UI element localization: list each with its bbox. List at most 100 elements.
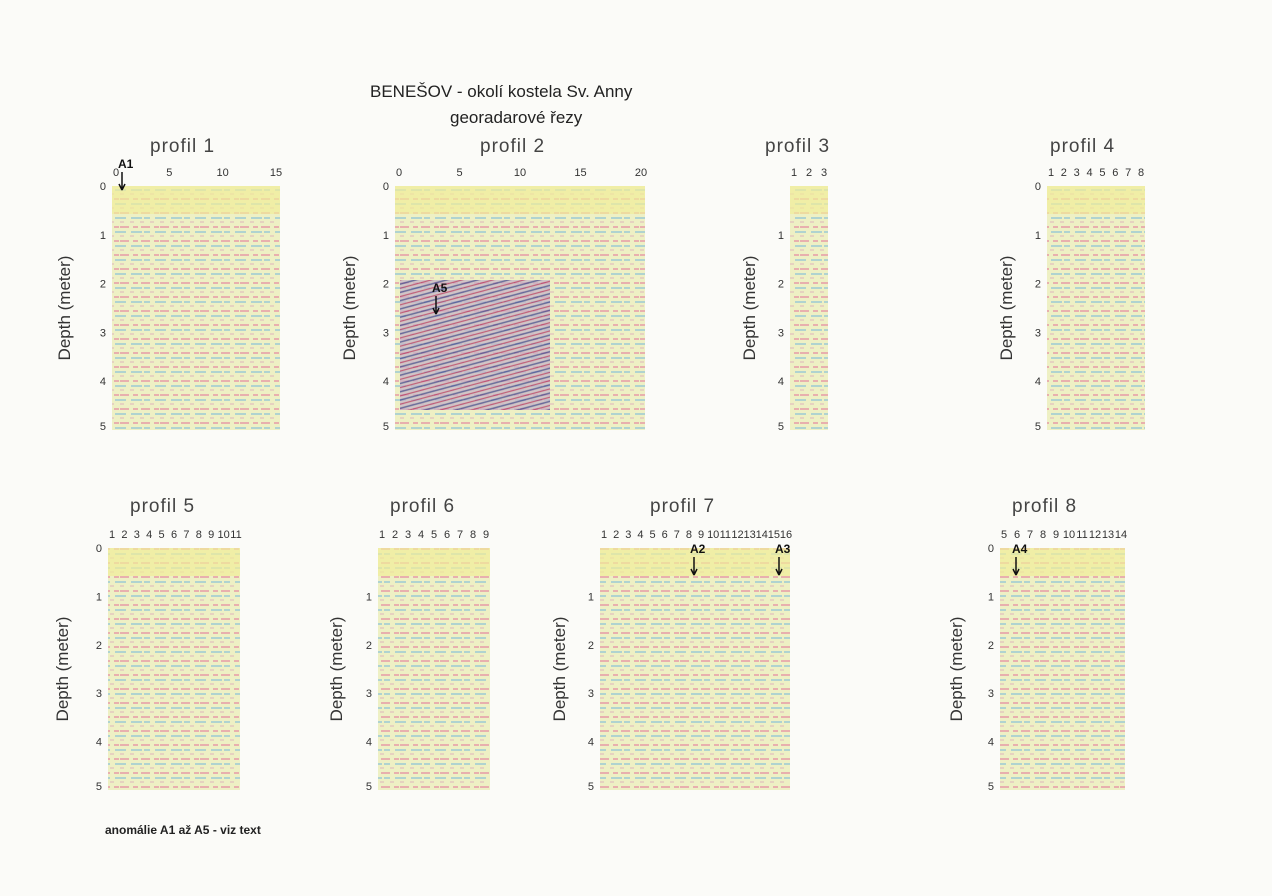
near-surface-band <box>1047 186 1145 214</box>
y-tick-label: 3 <box>1035 327 1041 339</box>
footer-note: anomálie A1 až A5 - viz text <box>105 823 261 837</box>
y-axis-label: Depth (meter) <box>740 256 759 361</box>
y-tick-label: 2 <box>96 640 102 652</box>
x-tick-label: 9 <box>208 529 214 541</box>
x-tick-label: 14 <box>756 529 768 541</box>
x-tick-label: 5 <box>1099 167 1105 179</box>
y-tick-label: 5 <box>96 781 102 793</box>
x-tick-label: 4 <box>146 529 152 541</box>
radargram <box>1047 186 1145 430</box>
x-tick-label: 8 <box>196 529 202 541</box>
x-tick-label: 7 <box>674 529 680 541</box>
panel-title: profil 1 <box>150 136 215 157</box>
y-tick-label: 3 <box>778 327 784 339</box>
x-tick-label: 3 <box>821 167 827 179</box>
x-tick-label: 6 <box>1014 529 1020 541</box>
y-tick-label: 4 <box>366 737 372 749</box>
panel-title: profil 4 <box>1050 136 1115 157</box>
x-tick-label: 1 <box>109 529 115 541</box>
x-tick-label: 15 <box>270 167 282 179</box>
x-tick-label: 5 <box>159 529 165 541</box>
x-tick-label: 11 <box>720 529 731 541</box>
y-tick-label: 4 <box>96 737 102 749</box>
y-tick-label: 2 <box>100 279 106 291</box>
x-tick-label: 2 <box>613 529 619 541</box>
y-tick-label: 0 <box>100 181 106 193</box>
y-tick-label: 5 <box>100 421 106 433</box>
x-tick-label: 7 <box>183 529 189 541</box>
x-tick-label: 8 <box>686 529 692 541</box>
anomaly-arrow <box>775 557 783 576</box>
x-tick-label: 1 <box>601 529 607 541</box>
anomaly-label: A5 <box>432 281 448 295</box>
y-tick-label: 2 <box>588 640 594 652</box>
near-surface-band <box>112 186 280 214</box>
y-tick-label: 4 <box>100 376 106 388</box>
x-tick-label: 3 <box>134 529 140 541</box>
anomaly-arrow <box>690 557 698 576</box>
x-tick-label: 0 <box>113 167 119 179</box>
x-tick-label: 7 <box>1027 529 1033 541</box>
y-tick-label: 1 <box>100 230 106 242</box>
x-tick-label: 8 <box>1040 529 1046 541</box>
x-tick-label: 8 <box>1138 167 1144 179</box>
profile-panel: profil 1 0 5 10 15 0 1 2 3 4 5 Depth (meter) A1 <box>55 136 282 433</box>
radargram <box>790 186 828 430</box>
y-tick-label: 3 <box>100 327 106 339</box>
x-tick-label: 1 <box>379 529 385 541</box>
y-tick-label: 4 <box>1035 376 1041 388</box>
x-tick-label: 5 <box>1001 529 1007 541</box>
x-tick-label: 6 <box>171 529 177 541</box>
radargram <box>378 548 490 790</box>
y-tick-label: 3 <box>366 688 372 700</box>
near-surface-band <box>395 186 645 214</box>
y-axis-label: Depth (meter) <box>327 617 346 722</box>
near-surface-band <box>108 548 240 576</box>
x-tick-label: 20 <box>635 167 647 179</box>
y-tick-label: 0 <box>988 543 994 555</box>
x-tick-label: 10 <box>217 167 229 179</box>
anomaly-label: A3 <box>775 542 791 556</box>
y-tick-label: 5 <box>383 421 389 433</box>
y-tick-label: 2 <box>778 279 784 291</box>
x-tick-label: 14 <box>1115 529 1127 541</box>
y-tick-label: 4 <box>383 376 389 388</box>
y-tick-label: 2 <box>1035 279 1041 291</box>
x-tick-label: 13 <box>743 529 755 541</box>
anomaly-label: A4 <box>1012 542 1028 556</box>
panel-title: profil 2 <box>480 136 545 157</box>
anomaly-label: A2 <box>690 542 706 556</box>
y-tick-label: 1 <box>96 591 102 603</box>
x-tick-label: 11 <box>1076 529 1087 541</box>
y-axis-label: Depth (meter) <box>55 256 74 361</box>
y-axis-label: Depth (meter) <box>340 256 359 361</box>
y-tick-label: 1 <box>383 230 389 242</box>
y-tick-label: 5 <box>588 781 594 793</box>
x-tick-label: 1 <box>791 167 797 179</box>
x-tick-label: 12 <box>731 529 743 541</box>
y-tick-label: 0 <box>383 181 389 193</box>
y-tick-label: 3 <box>988 688 994 700</box>
x-tick-label: 3 <box>625 529 631 541</box>
radargram <box>1000 548 1125 790</box>
profile-panel: profil 2 0 5 10 15 20 0 1 2 3 4 5 Depth (meter) A5 <box>340 136 647 433</box>
radargram <box>112 186 280 430</box>
x-tick-label: 9 <box>698 529 704 541</box>
y-tick-label: 1 <box>366 591 372 603</box>
x-tick-label: 0 <box>396 167 402 179</box>
x-tick-label: 7 <box>457 529 463 541</box>
x-tick-label: 5 <box>431 529 437 541</box>
near-surface-band <box>378 548 490 576</box>
panel-title: profil 5 <box>130 496 195 517</box>
y-tick-label: 0 <box>1035 181 1041 193</box>
x-tick-label: 5 <box>166 167 172 179</box>
x-tick-label: 1 <box>1048 167 1054 179</box>
x-tick-label: 4 <box>418 529 424 541</box>
title: BENEŠOV - okolí kostela Sv. Anny <box>370 82 633 101</box>
panel-title: profil 8 <box>1012 496 1077 517</box>
x-tick-label: 10 <box>514 167 526 179</box>
x-tick-label: 13 <box>1102 529 1114 541</box>
